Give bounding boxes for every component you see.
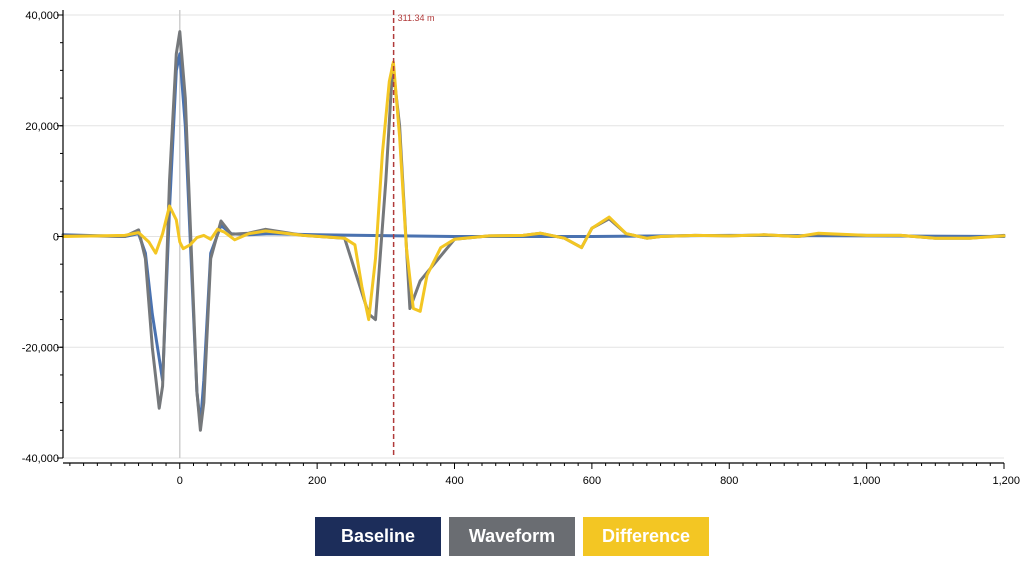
y-tick-label: 0 xyxy=(53,232,59,244)
x-tick-label: 0 xyxy=(177,475,183,487)
y-tick-label: 20,000 xyxy=(25,121,59,133)
x-tick-label: 1,200 xyxy=(992,475,1020,487)
x-tick-label: 1,000 xyxy=(853,475,881,487)
marker-label: 311.34 m xyxy=(398,13,435,23)
series-line-difference xyxy=(61,60,1006,322)
x-tick-label: 800 xyxy=(720,475,738,487)
legend-baseline-button[interactable]: Baseline xyxy=(315,517,441,556)
axes: -40,000 -20,000 0 20,000 40,000 0 200 400 600 800… xyxy=(22,10,1020,487)
legend-waveform-button[interactable]: Waveform xyxy=(449,517,575,556)
legend-difference-button[interactable]: Difference xyxy=(583,517,709,556)
x-tick-label: 600 xyxy=(583,475,601,487)
y-tick-label: -40,000 xyxy=(22,453,59,465)
y-tick-label: -20,000 xyxy=(22,342,59,354)
series-line-waveform xyxy=(61,30,1006,432)
series-lines xyxy=(61,30,1006,432)
legend: Baseline Waveform Difference xyxy=(0,517,1024,557)
y-tick-label: 40,000 xyxy=(25,10,59,22)
distance-marker[interactable]: 311.34 m xyxy=(392,10,435,458)
x-tick-label: 400 xyxy=(445,475,463,487)
waveform-chart: 311.34 m -40,000 -20,000 0 20,000 40,000 0 200… xyxy=(22,10,1020,487)
x-tick-label: 200 xyxy=(308,475,326,487)
